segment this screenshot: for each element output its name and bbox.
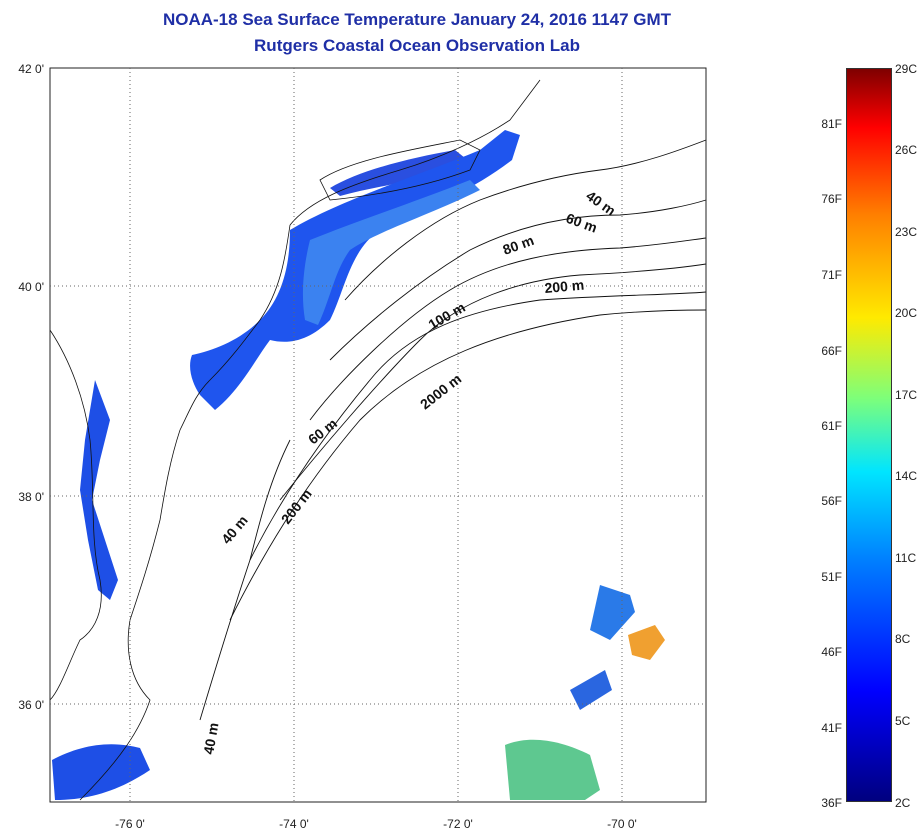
lon-tick-70: -70 0' (607, 817, 637, 831)
temperature-colorbar (846, 68, 892, 802)
lon-tick-72: -72 0' (443, 817, 473, 831)
map-subtitle: Rutgers Coastal Ocean Observation Lab (254, 36, 580, 55)
cb-c-14: 14C (895, 469, 918, 483)
long-island-sound-sst (330, 150, 470, 196)
cb-f-56: 56F (821, 494, 842, 508)
cb-c-20: 20C (895, 306, 918, 320)
cb-c-2: 2C (895, 796, 911, 810)
cb-c-17: 17C (895, 388, 918, 402)
depth-label-40m-hatteras: 40 m (200, 721, 221, 755)
cb-c-8: 8C (895, 632, 911, 646)
cb-c-29: 29C (895, 62, 918, 76)
cb-f-36: 36F (821, 796, 842, 810)
depth-label-40m-south: 40 m (218, 512, 251, 547)
cb-f-41: 41F (821, 721, 842, 735)
map-title: NOAA-18 Sea Surface Temperature January … (162, 10, 672, 29)
cb-f-66: 66F (821, 344, 842, 358)
depth-label-200m-south: 200 m (278, 486, 315, 527)
gulfstream-sst-warm (628, 625, 665, 660)
shelf-sst-light (302, 180, 480, 325)
lat-tick-36: 36 0' (18, 698, 44, 712)
patch-sst (590, 585, 635, 640)
cb-f-51: 51F (821, 570, 842, 584)
cb-f-81: 81F (821, 117, 842, 131)
lat-tick-38: 38 0' (18, 490, 44, 504)
lon-tick-76: -76 0' (115, 817, 145, 831)
depth-label-40m: 40 m (583, 187, 618, 218)
cb-f-76: 76F (821, 192, 842, 206)
depth-label-60m: 60 m (564, 210, 599, 236)
gulfstream-sst (505, 739, 600, 800)
cb-c-11: 11C (895, 551, 917, 565)
cb-f-71: 71F (821, 268, 842, 282)
pamlico-sst (52, 744, 150, 800)
depth-label-2000m: 2000 m (417, 371, 464, 413)
cb-f-61: 61F (821, 419, 842, 433)
chesapeake-sst (80, 380, 118, 600)
depth-label-80m: 80 m (501, 232, 536, 258)
lat-tick-42: 42 0' (18, 62, 44, 76)
depth-contours (199, 139, 707, 721)
cb-f-46: 46F (821, 645, 842, 659)
cb-c-26: 26C (895, 143, 918, 157)
lat-tick-40: 40 0' (18, 280, 44, 294)
coastline (49, 79, 541, 801)
cb-c-5: 5C (895, 714, 911, 728)
lon-tick-74: -74 0' (279, 817, 309, 831)
patch-sst-2 (570, 670, 612, 710)
depth-label-100m: 100 m (426, 299, 468, 333)
map-frame (49, 67, 707, 803)
depth-label-200m: 200 m (544, 277, 585, 296)
cb-c-23: 23C (895, 225, 918, 239)
sst-data-layer (52, 130, 665, 800)
